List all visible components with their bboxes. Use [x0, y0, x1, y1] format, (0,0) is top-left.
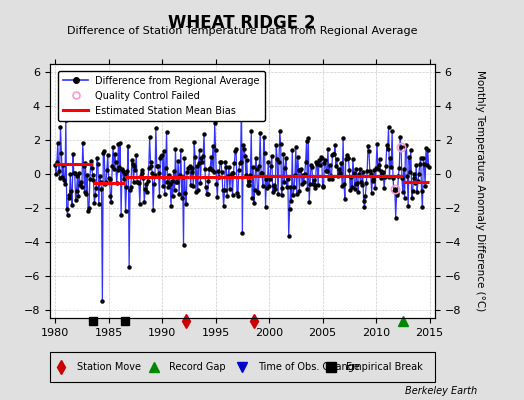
- Text: Difference of Station Temperature Data from Regional Average: Difference of Station Temperature Data f…: [67, 26, 417, 36]
- Text: WHEAT RIDGE 2: WHEAT RIDGE 2: [168, 14, 316, 32]
- Legend: Difference from Regional Average, Quality Control Failed, Estimated Station Mean: Difference from Regional Average, Qualit…: [59, 72, 265, 121]
- Text: Record Gap: Record Gap: [169, 362, 226, 372]
- Text: Time of Obs. Change: Time of Obs. Change: [258, 362, 359, 372]
- Text: Berkeley Earth: Berkeley Earth: [405, 386, 477, 396]
- Text: Station Move: Station Move: [77, 362, 141, 372]
- Text: Empirical Break: Empirical Break: [346, 362, 423, 372]
- Y-axis label: Monthly Temperature Anomaly Difference (°C): Monthly Temperature Anomaly Difference (…: [475, 70, 485, 312]
